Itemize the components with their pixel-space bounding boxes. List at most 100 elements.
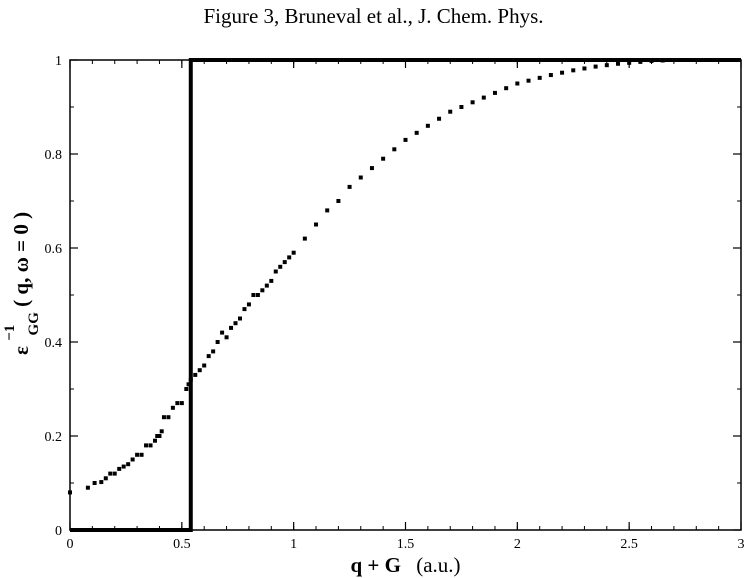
y-tick-label: 1 xyxy=(55,54,62,69)
x-axis-label-unit: (a.u.) xyxy=(416,553,460,577)
data-point xyxy=(242,307,247,312)
data-point xyxy=(537,75,542,80)
data-point xyxy=(526,78,531,83)
x-axis-label: q + G (a.u.) xyxy=(350,553,460,577)
data-point xyxy=(615,61,620,66)
data-point xyxy=(269,278,274,283)
data-point xyxy=(604,63,609,68)
data-point xyxy=(571,68,576,73)
data-point xyxy=(593,64,598,69)
data-point xyxy=(448,109,453,114)
data-point xyxy=(135,452,140,457)
data-point xyxy=(251,293,256,297)
data-point xyxy=(414,130,419,135)
x-tick-label: 2.5 xyxy=(620,537,638,552)
data-point xyxy=(347,184,352,189)
data-point xyxy=(459,105,464,109)
data-point xyxy=(170,405,175,410)
y-axis-label: ε −1 GG ( q, ω = 0 ) xyxy=(0,212,43,355)
data-point xyxy=(492,90,497,95)
data-point xyxy=(278,264,283,269)
data-point xyxy=(260,288,265,293)
data-point xyxy=(130,457,135,462)
y-tick-label: 0.6 xyxy=(45,242,63,257)
y-tick-label: 0.8 xyxy=(45,148,63,163)
data-point xyxy=(381,156,386,161)
data-point xyxy=(99,480,104,485)
data-point xyxy=(246,302,251,307)
data-point xyxy=(161,415,166,420)
data-point xyxy=(220,330,225,335)
data-point xyxy=(336,199,341,203)
y-axis-label-base: ε xyxy=(9,346,33,355)
data-point xyxy=(255,293,260,297)
data-point xyxy=(103,476,108,481)
data-point xyxy=(437,116,442,121)
data-point xyxy=(202,363,207,368)
data-point xyxy=(108,471,113,476)
data-point xyxy=(470,100,475,105)
data-point xyxy=(224,335,229,340)
step-line xyxy=(70,58,741,532)
data-point xyxy=(515,81,520,86)
data-point xyxy=(369,166,374,171)
data-point xyxy=(215,340,220,344)
data-point xyxy=(325,208,330,213)
data-point xyxy=(117,466,122,471)
data-point xyxy=(282,260,287,265)
data-point xyxy=(85,485,90,490)
data-point xyxy=(184,387,189,391)
data-point xyxy=(186,382,191,387)
data-point xyxy=(392,147,397,152)
data-point xyxy=(112,471,117,476)
x-tick-label: 0.5 xyxy=(173,537,191,552)
data-point xyxy=(548,73,553,78)
data-point xyxy=(193,372,198,377)
data-point xyxy=(68,490,72,495)
data-point xyxy=(425,123,430,128)
data-point xyxy=(148,443,153,448)
x-tick-label: 0 xyxy=(67,537,74,552)
data-point xyxy=(403,137,408,142)
data-point xyxy=(233,321,238,326)
step-lines xyxy=(70,58,741,532)
x-tick-label: 1.5 xyxy=(397,537,415,552)
data-point xyxy=(144,443,149,448)
y-tick-label: 0.4 xyxy=(45,336,63,351)
data-point xyxy=(627,60,632,65)
data-point xyxy=(560,70,565,75)
axis-ticks xyxy=(69,59,742,531)
data-point xyxy=(291,250,296,255)
data-point xyxy=(211,349,216,354)
data-point xyxy=(175,401,180,406)
data-point xyxy=(504,86,509,91)
data-point xyxy=(139,452,144,457)
data-point xyxy=(237,316,242,321)
chart-title: Figure 3, Bruneval et al., J. Chem. Phys… xyxy=(203,4,544,28)
data-point xyxy=(264,283,269,288)
plot-frame xyxy=(69,59,742,531)
data-points xyxy=(68,58,665,495)
x-axis-label-main: q + G xyxy=(350,553,400,577)
x-tick-label: 1 xyxy=(290,537,297,552)
data-point xyxy=(152,438,157,443)
data-point xyxy=(481,95,486,100)
y-axis-label-args: ( q, ω = 0 ) xyxy=(9,212,33,307)
x-tick-label: 3 xyxy=(738,537,745,552)
data-point xyxy=(92,481,97,485)
data-point xyxy=(126,462,131,467)
data-point xyxy=(582,66,587,71)
tick-labels: 0 0.5 1 1.5 2 2.5 3 0 0.2 0.4 0.6 0.8 1 xyxy=(45,54,745,552)
data-point xyxy=(206,354,211,359)
data-point xyxy=(166,415,171,420)
data-point xyxy=(229,325,234,330)
y-tick-label: 0.2 xyxy=(45,430,63,445)
data-point xyxy=(273,269,278,274)
data-point xyxy=(157,434,162,438)
data-point xyxy=(358,175,363,180)
data-point xyxy=(179,401,184,406)
data-point xyxy=(302,236,307,241)
x-tick-label: 2 xyxy=(514,537,521,552)
data-point xyxy=(314,222,319,227)
